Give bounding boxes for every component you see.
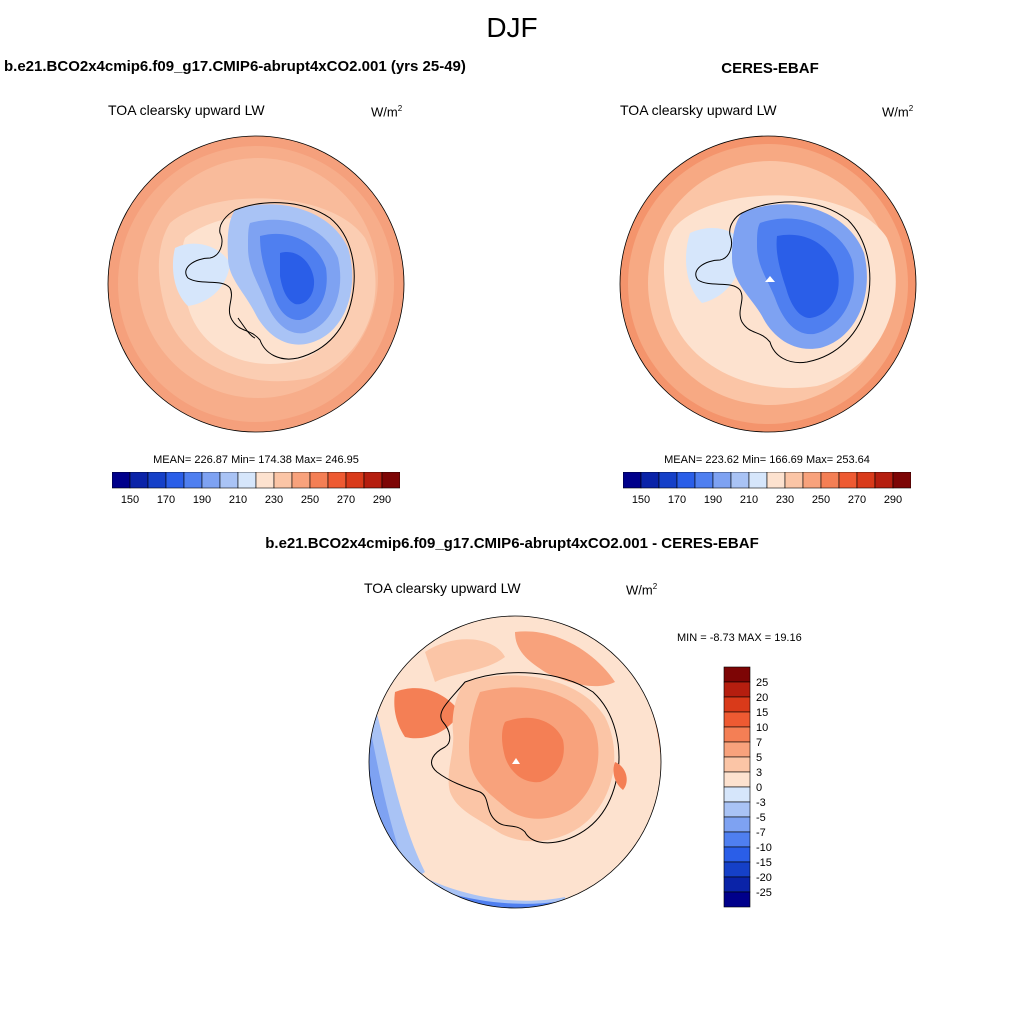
colorbar-tick-label: 10 — [756, 722, 768, 734]
diff-variable-label: TOA clearsky upward LW — [364, 580, 521, 596]
model-panel-title: b.e21.BCO2x4cmip6.f09_g17.CMIP6-abrupt4x… — [4, 58, 466, 75]
colorbar-tick-label: 0 — [756, 782, 762, 794]
colorbar-swatch — [129, 472, 149, 489]
colorbar-swatch — [658, 472, 678, 489]
colorbar-swatch — [723, 666, 751, 683]
colorbar-swatch — [147, 472, 167, 489]
colorbar-swatch — [723, 831, 751, 848]
colorbar-swatch — [363, 472, 383, 489]
colorbar-tick-label: 170 — [157, 494, 175, 506]
colorbar-tick-label: 210 — [740, 494, 758, 506]
colorbar-tick-label: -5 — [756, 812, 766, 824]
colorbar-tick-label: -10 — [756, 842, 772, 854]
colorbar-swatch — [723, 816, 751, 833]
colorbar-tick-label: 15 — [756, 707, 768, 719]
obs-panel-title: CERES-EBAF — [721, 60, 819, 77]
colorbar-swatch — [723, 711, 751, 728]
colorbar-swatch — [623, 472, 642, 489]
colorbar-swatch — [723, 741, 751, 758]
colorbar-swatch — [723, 891, 751, 908]
colorbar-tick-label: 270 — [848, 494, 866, 506]
colorbar-swatch — [730, 472, 750, 489]
colorbar-tick-label: 20 — [756, 692, 768, 704]
model-colorbar: 150 170 190 210 230 250 270 290 — [112, 472, 400, 506]
colorbar-swatch — [183, 472, 203, 489]
colorbar-swatch — [723, 876, 751, 893]
colorbar-tick-label: -20 — [756, 872, 772, 884]
colorbar-swatch — [219, 472, 239, 489]
colorbar-swatch — [273, 472, 293, 489]
colorbar-swatch — [820, 472, 840, 489]
colorbar-swatch — [291, 472, 311, 489]
colorbar-swatch — [723, 726, 751, 743]
colorbar-swatch — [327, 472, 347, 489]
colorbar-swatch — [838, 472, 858, 489]
colorbar-swatch — [345, 472, 365, 489]
colorbar-swatch — [237, 472, 257, 489]
colorbar-swatch — [676, 472, 696, 489]
diff-panel-title: b.e21.BCO2x4cmip6.f09_g17.CMIP6-abrupt4x… — [265, 535, 759, 552]
obs-colorbar: 150 170 190 210 230 250 270 290 — [623, 472, 911, 506]
colorbar-swatch — [640, 472, 660, 489]
colorbar-tick-label: 290 — [373, 494, 391, 506]
colorbar-swatch — [255, 472, 275, 489]
colorbar-tick-label: 230 — [265, 494, 283, 506]
colorbar-swatch — [784, 472, 804, 489]
colorbar-swatch — [723, 786, 751, 803]
diff-polar-map — [368, 615, 662, 909]
colorbar-tick-label: 190 — [193, 494, 211, 506]
colorbar-tick-label: 170 — [668, 494, 686, 506]
colorbar-tick-label: 5 — [756, 752, 762, 764]
model-stats: MEAN= 226.87 Min= 174.38 Max= 246.95 — [153, 454, 359, 466]
colorbar-swatch — [802, 472, 822, 489]
colorbar-swatch — [381, 472, 400, 489]
colorbar-swatch — [112, 472, 131, 489]
model-polar-map — [107, 135, 405, 433]
obs-units-label: W/m2 — [882, 104, 914, 120]
colorbar-swatch — [874, 472, 894, 489]
colorbar-tick-label: 230 — [776, 494, 794, 506]
diff-colorbar: 25 20 15 10 7 5 3 0 -3 -5 -7 -10 -15 -20 -25 — [723, 666, 772, 908]
colorbar-tick-label: 190 — [704, 494, 722, 506]
obs-variable-label: TOA clearsky upward LW — [620, 102, 777, 118]
colorbar-swatch — [165, 472, 185, 489]
colorbar-swatch — [723, 801, 751, 818]
colorbar-swatch — [723, 846, 751, 863]
model-variable-label: TOA clearsky upward LW — [108, 102, 265, 118]
colorbar-tick-label: -15 — [756, 857, 772, 869]
colorbar-swatch — [856, 472, 876, 489]
colorbar-tick-label: 3 — [756, 767, 762, 779]
colorbar-swatch — [723, 696, 751, 713]
colorbar-tick-label: 25 — [756, 677, 768, 689]
colorbar-tick-label: -25 — [756, 887, 772, 899]
obs-polar-map — [619, 135, 917, 433]
colorbar-tick-label: -3 — [756, 797, 766, 809]
colorbar-swatch — [201, 472, 221, 489]
colorbar-tick-label: 250 — [812, 494, 830, 506]
colorbar-tick-label: 210 — [229, 494, 247, 506]
model-units-label: W/m2 — [371, 104, 403, 120]
colorbar-tick-label: 7 — [756, 737, 762, 749]
colorbar-swatch — [723, 756, 751, 773]
obs-stats: MEAN= 223.62 Min= 166.69 Max= 253.64 — [664, 454, 870, 466]
colorbar-tick-label: 150 — [121, 494, 139, 506]
colorbar-swatch — [694, 472, 714, 489]
colorbar-tick-label: -7 — [756, 827, 766, 839]
colorbar-swatch — [723, 681, 751, 698]
colorbar-tick-label: 290 — [884, 494, 902, 506]
colorbar-swatch — [766, 472, 786, 489]
colorbar-swatch — [723, 771, 751, 788]
diff-units-label: W/m2 — [626, 582, 658, 598]
colorbar-tick-label: 150 — [632, 494, 650, 506]
colorbar-tick-label: 250 — [301, 494, 319, 506]
colorbar-tick-label: 270 — [337, 494, 355, 506]
colorbar-swatch — [309, 472, 329, 489]
colorbar-swatch — [892, 472, 911, 489]
colorbar-swatch — [748, 472, 768, 489]
diff-stats: MIN = -8.73 MAX = 19.16 — [677, 632, 802, 644]
colorbar-swatch — [712, 472, 732, 489]
colorbar-swatch — [723, 861, 751, 878]
page-title: DJF — [486, 12, 538, 43]
